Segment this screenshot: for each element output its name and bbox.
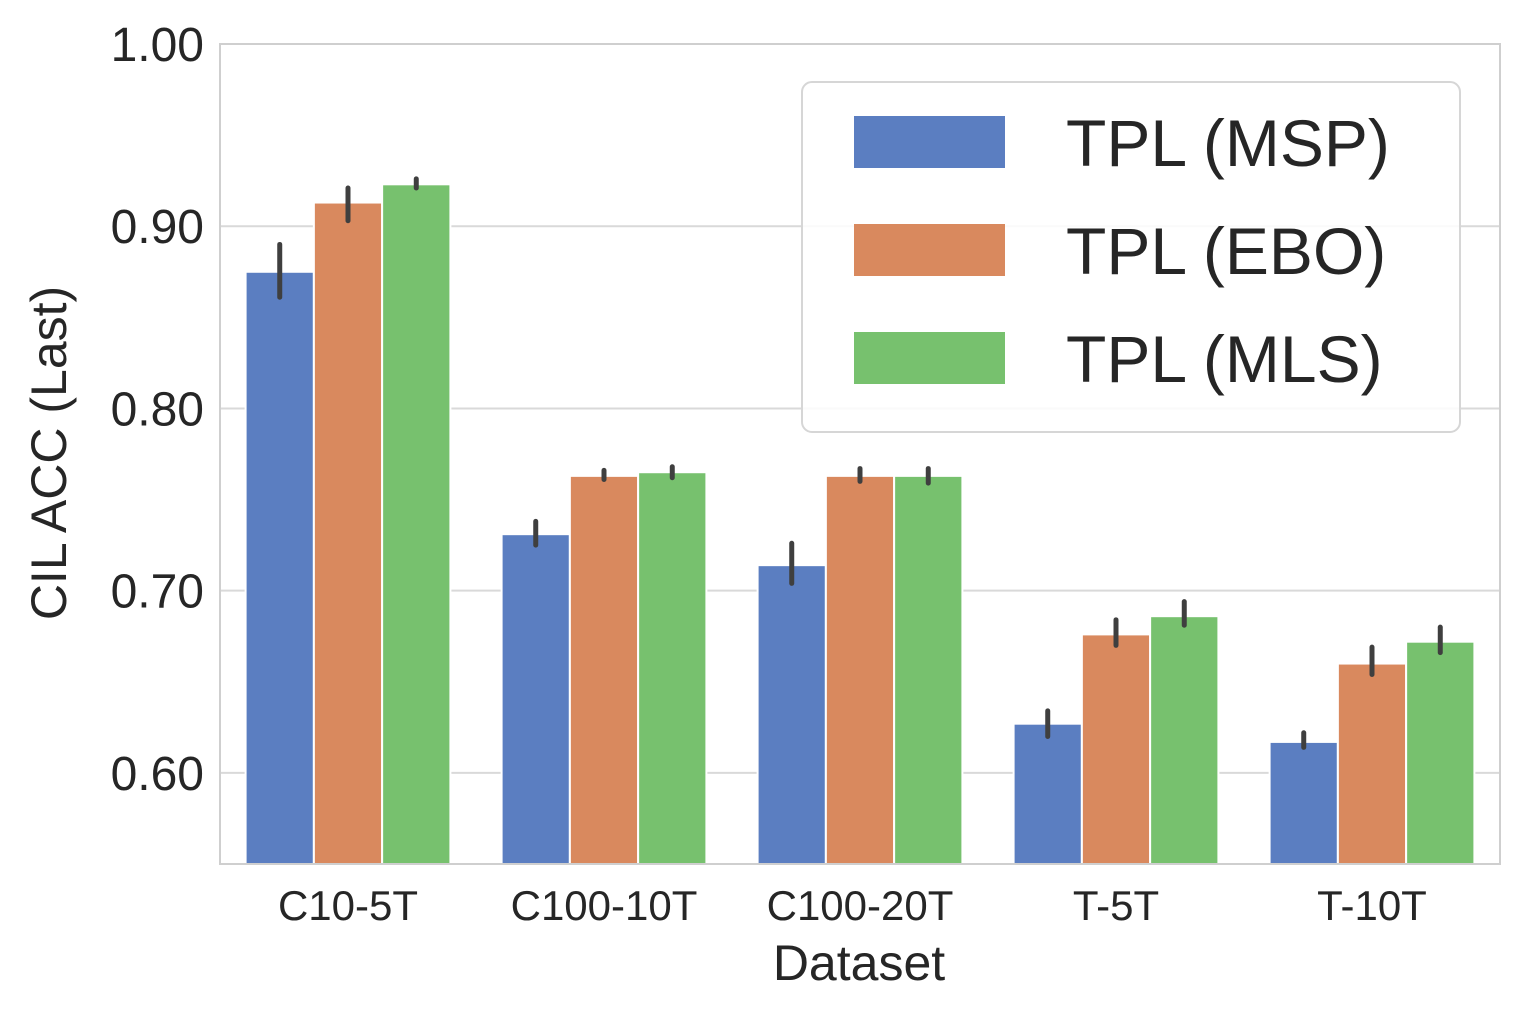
legend-swatch <box>854 116 1005 168</box>
bar <box>500 533 571 866</box>
y-tick-label: 0.70 <box>111 566 204 619</box>
y-axis-label: CIL ACC (Last) <box>21 286 77 620</box>
bar <box>1405 640 1476 866</box>
x-tick-label: C10-5T <box>278 882 418 929</box>
y-tick-labels: 0.60 0.70 0.80 0.90 1.00 <box>111 19 204 801</box>
bar <box>893 474 964 865</box>
bar <box>1080 633 1152 866</box>
bar <box>1149 615 1220 866</box>
legend-swatch <box>854 332 1005 384</box>
y-tick-label: 0.90 <box>111 201 204 254</box>
y-tick-label: 0.80 <box>111 383 204 436</box>
bar <box>1012 722 1083 866</box>
y-tick-label: 1.00 <box>111 19 204 72</box>
x-tick-label: C100-20T <box>767 882 954 929</box>
x-tick-label: T-5T <box>1073 882 1159 929</box>
legend-label: TPL (EBO) <box>1066 214 1386 288</box>
x-tick-label: C100-10T <box>511 882 698 929</box>
plot-frame <box>219 43 1501 865</box>
bar <box>312 201 384 866</box>
legend-swatch <box>854 224 1005 276</box>
legend-label: TPL (MSP) <box>1066 106 1390 180</box>
y-tick-label: 0.60 <box>111 748 204 801</box>
x-tick-labels: C10-5T C100-10T C100-20T T-5T T-10T <box>278 882 1427 929</box>
bar <box>824 474 896 865</box>
bars-layer <box>244 183 1476 866</box>
legend: TPL (MSP) TPL (EBO) TPL (MLS) <box>801 81 1461 433</box>
bar <box>1336 662 1408 865</box>
bar <box>1268 740 1339 866</box>
error-bars-layer <box>277 176 1443 750</box>
legend-items: TPL (MSP) TPL (EBO) TPL (MLS) <box>854 106 1390 396</box>
legend-label: TPL (MLS) <box>1066 322 1383 396</box>
bar <box>756 564 827 866</box>
bar <box>244 270 315 865</box>
bar <box>381 183 452 866</box>
x-tick-label: T-10T <box>1317 882 1427 929</box>
bar <box>568 474 640 865</box>
x-axis-label: Dataset <box>773 935 945 991</box>
bar <box>637 471 708 865</box>
